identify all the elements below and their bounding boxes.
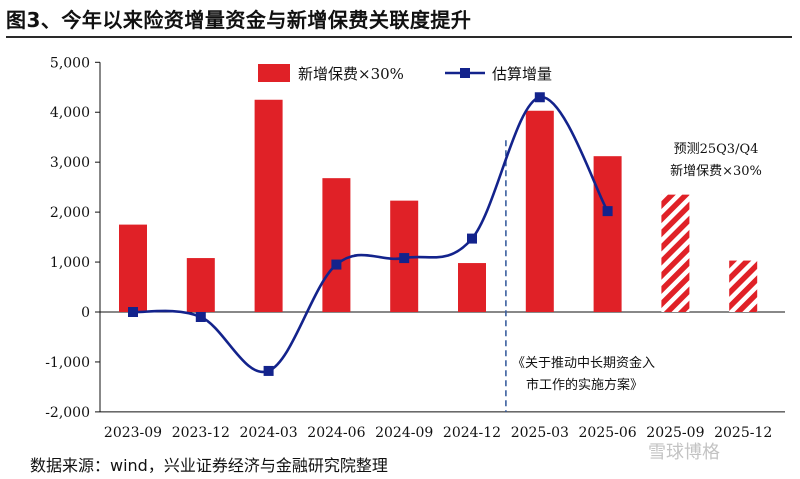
estimate-marker [399, 253, 410, 264]
estimate-marker [128, 307, 138, 317]
y-tick-label: 1,000 [50, 255, 90, 271]
policy-annotation: 市工作的实施方案》 [526, 377, 643, 393]
policy-annotation: 《关于推动中长期资金入 [512, 355, 655, 371]
estimate-marker [195, 311, 206, 322]
bar [322, 178, 351, 312]
bar [458, 263, 486, 312]
chart-title: 图3、今年以来险资增量资金与新增保费关联度提升 [6, 8, 472, 32]
legend-line-marker [460, 68, 470, 78]
estimate-marker [602, 206, 613, 217]
y-tick-label: -2,000 [45, 405, 90, 421]
bar [119, 224, 147, 312]
estimate-marker [331, 259, 342, 270]
bar [593, 156, 622, 312]
forecast-annotation: 预测25Q3/Q4 [674, 142, 759, 157]
legend-bar-label: 新增保费×30% [298, 65, 404, 83]
bar [254, 99, 283, 312]
x-tick-label: 2024-09 [375, 425, 433, 441]
x-tick-label: 2024-03 [240, 425, 298, 441]
forecast-bar [729, 260, 758, 312]
x-tick-label: 2025-09 [646, 425, 704, 441]
x-tick-label: 2025-06 [579, 425, 637, 441]
y-tick-label: 5,000 [50, 55, 90, 71]
legend-line-label: 估算增量 [492, 65, 552, 83]
estimate-marker [467, 233, 477, 244]
y-tick-label: 2,000 [50, 205, 90, 221]
x-tick-label: 2023-09 [104, 425, 162, 441]
bar [186, 258, 215, 312]
title-divider [6, 36, 792, 38]
estimate-marker [263, 365, 274, 376]
y-tick-label: -1,000 [45, 355, 90, 371]
legend-bar-swatch [258, 64, 290, 82]
watermark: 雪球博格 [648, 442, 720, 463]
x-tick-label: 2024-06 [307, 425, 365, 441]
x-tick-label: 2025-03 [511, 425, 569, 441]
y-tick-label: 0 [81, 305, 90, 321]
bar [525, 110, 554, 313]
x-tick-label: 2024-12 [443, 425, 501, 441]
y-tick-label: 4,000 [50, 105, 90, 121]
forecast-bar [661, 194, 690, 312]
x-tick-label: 2023-12 [172, 425, 230, 441]
data-source: 数据来源：wind，兴业证券经济与金融研究院整理 [30, 456, 388, 475]
forecast-annotation: 新增保费×30% [670, 163, 762, 179]
x-tick-label: 2025-12 [714, 425, 772, 441]
y-tick-label: 3,000 [50, 155, 90, 171]
estimate-marker [534, 92, 545, 103]
